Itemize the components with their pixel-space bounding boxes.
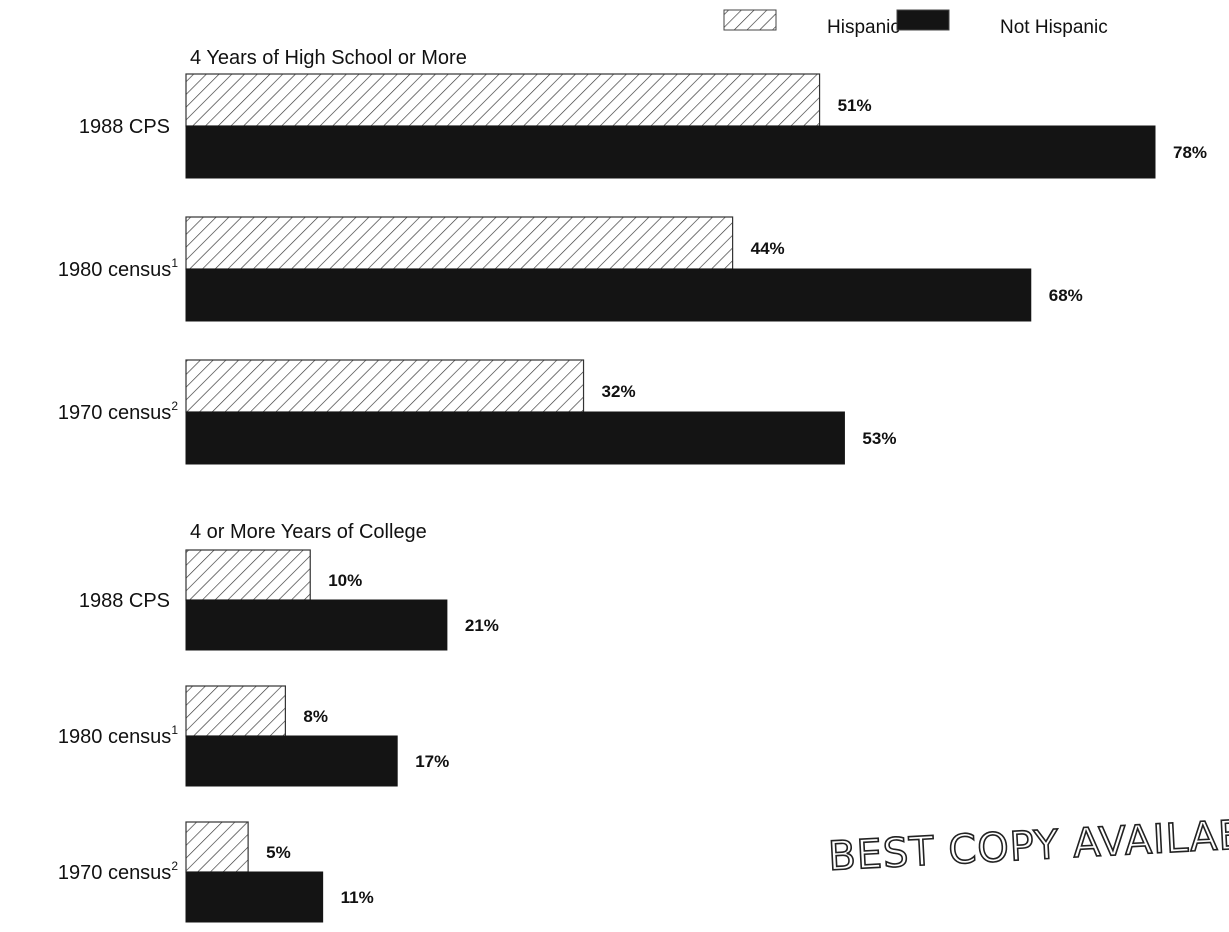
bar-hispanic bbox=[185, 685, 286, 737]
footnote-marker: 1 bbox=[171, 723, 178, 737]
category-label: 1970 census2 bbox=[58, 859, 178, 884]
bar-not-hispanic bbox=[185, 871, 324, 923]
bar-not-hispanic bbox=[185, 125, 1156, 179]
bar-hispanic bbox=[185, 73, 821, 127]
legend-label-hispanic: Hispanic bbox=[827, 17, 900, 38]
data-label-not-hispanic: 21% bbox=[465, 616, 499, 635]
data-label-not-hispanic: 68% bbox=[1049, 286, 1083, 305]
bar-hispanic bbox=[185, 216, 734, 270]
data-label-not-hispanic: 11% bbox=[341, 888, 374, 907]
category-label: 1988 CPS bbox=[79, 590, 170, 612]
category-label-text: 1980 census bbox=[58, 259, 171, 281]
data-label-hispanic: 51% bbox=[838, 96, 872, 115]
bar-hispanic bbox=[185, 359, 585, 413]
footnote-marker: 2 bbox=[171, 859, 178, 873]
data-label-not-hispanic: 78% bbox=[1173, 143, 1207, 162]
data-label-hispanic: 5% bbox=[266, 843, 291, 862]
best-copy-stamp: BEST COPY AVAILABLE bbox=[827, 810, 1229, 880]
bar-not-hispanic bbox=[185, 599, 448, 651]
data-label-hispanic: 10% bbox=[328, 571, 362, 590]
data-label-hispanic: 8% bbox=[303, 707, 328, 726]
category-label: 1988 CPS bbox=[79, 116, 170, 138]
chart-legend: Hispanic Not Hispanic bbox=[723, 9, 1108, 38]
legend-swatch-hispanic bbox=[723, 9, 777, 31]
panel-title: 4 or More Years of College bbox=[190, 521, 427, 543]
bar-hispanic bbox=[185, 821, 249, 873]
bar-not-hispanic bbox=[185, 735, 398, 787]
bar-not-hispanic bbox=[185, 268, 1032, 322]
category-label: 1980 census1 bbox=[58, 723, 178, 748]
data-label-hispanic: 44% bbox=[751, 239, 785, 258]
data-label-hispanic: 32% bbox=[602, 382, 636, 401]
footnote-marker: 1 bbox=[171, 256, 178, 270]
panel-title: 4 Years of High School or More bbox=[190, 47, 467, 69]
category-label-text: 1970 census bbox=[58, 402, 171, 424]
legend-label-not-hispanic: Not Hispanic bbox=[1000, 17, 1108, 38]
category-label: 1970 census2 bbox=[58, 399, 178, 424]
data-label-not-hispanic: 53% bbox=[862, 429, 896, 448]
data-label-not-hispanic: 17% bbox=[415, 752, 449, 771]
chart-panels: 4 Years of High School or More 51% 78% 1988… bbox=[58, 47, 1207, 923]
footnote-marker: 2 bbox=[171, 399, 178, 413]
category-label-text: 1980 census bbox=[58, 726, 171, 748]
bar-not-hispanic bbox=[185, 411, 845, 465]
bar-hispanic bbox=[185, 549, 311, 601]
category-label: 1980 census1 bbox=[58, 256, 178, 281]
legend-swatch-not-hispanic bbox=[896, 9, 950, 31]
category-label-text: 1970 census bbox=[58, 862, 171, 884]
